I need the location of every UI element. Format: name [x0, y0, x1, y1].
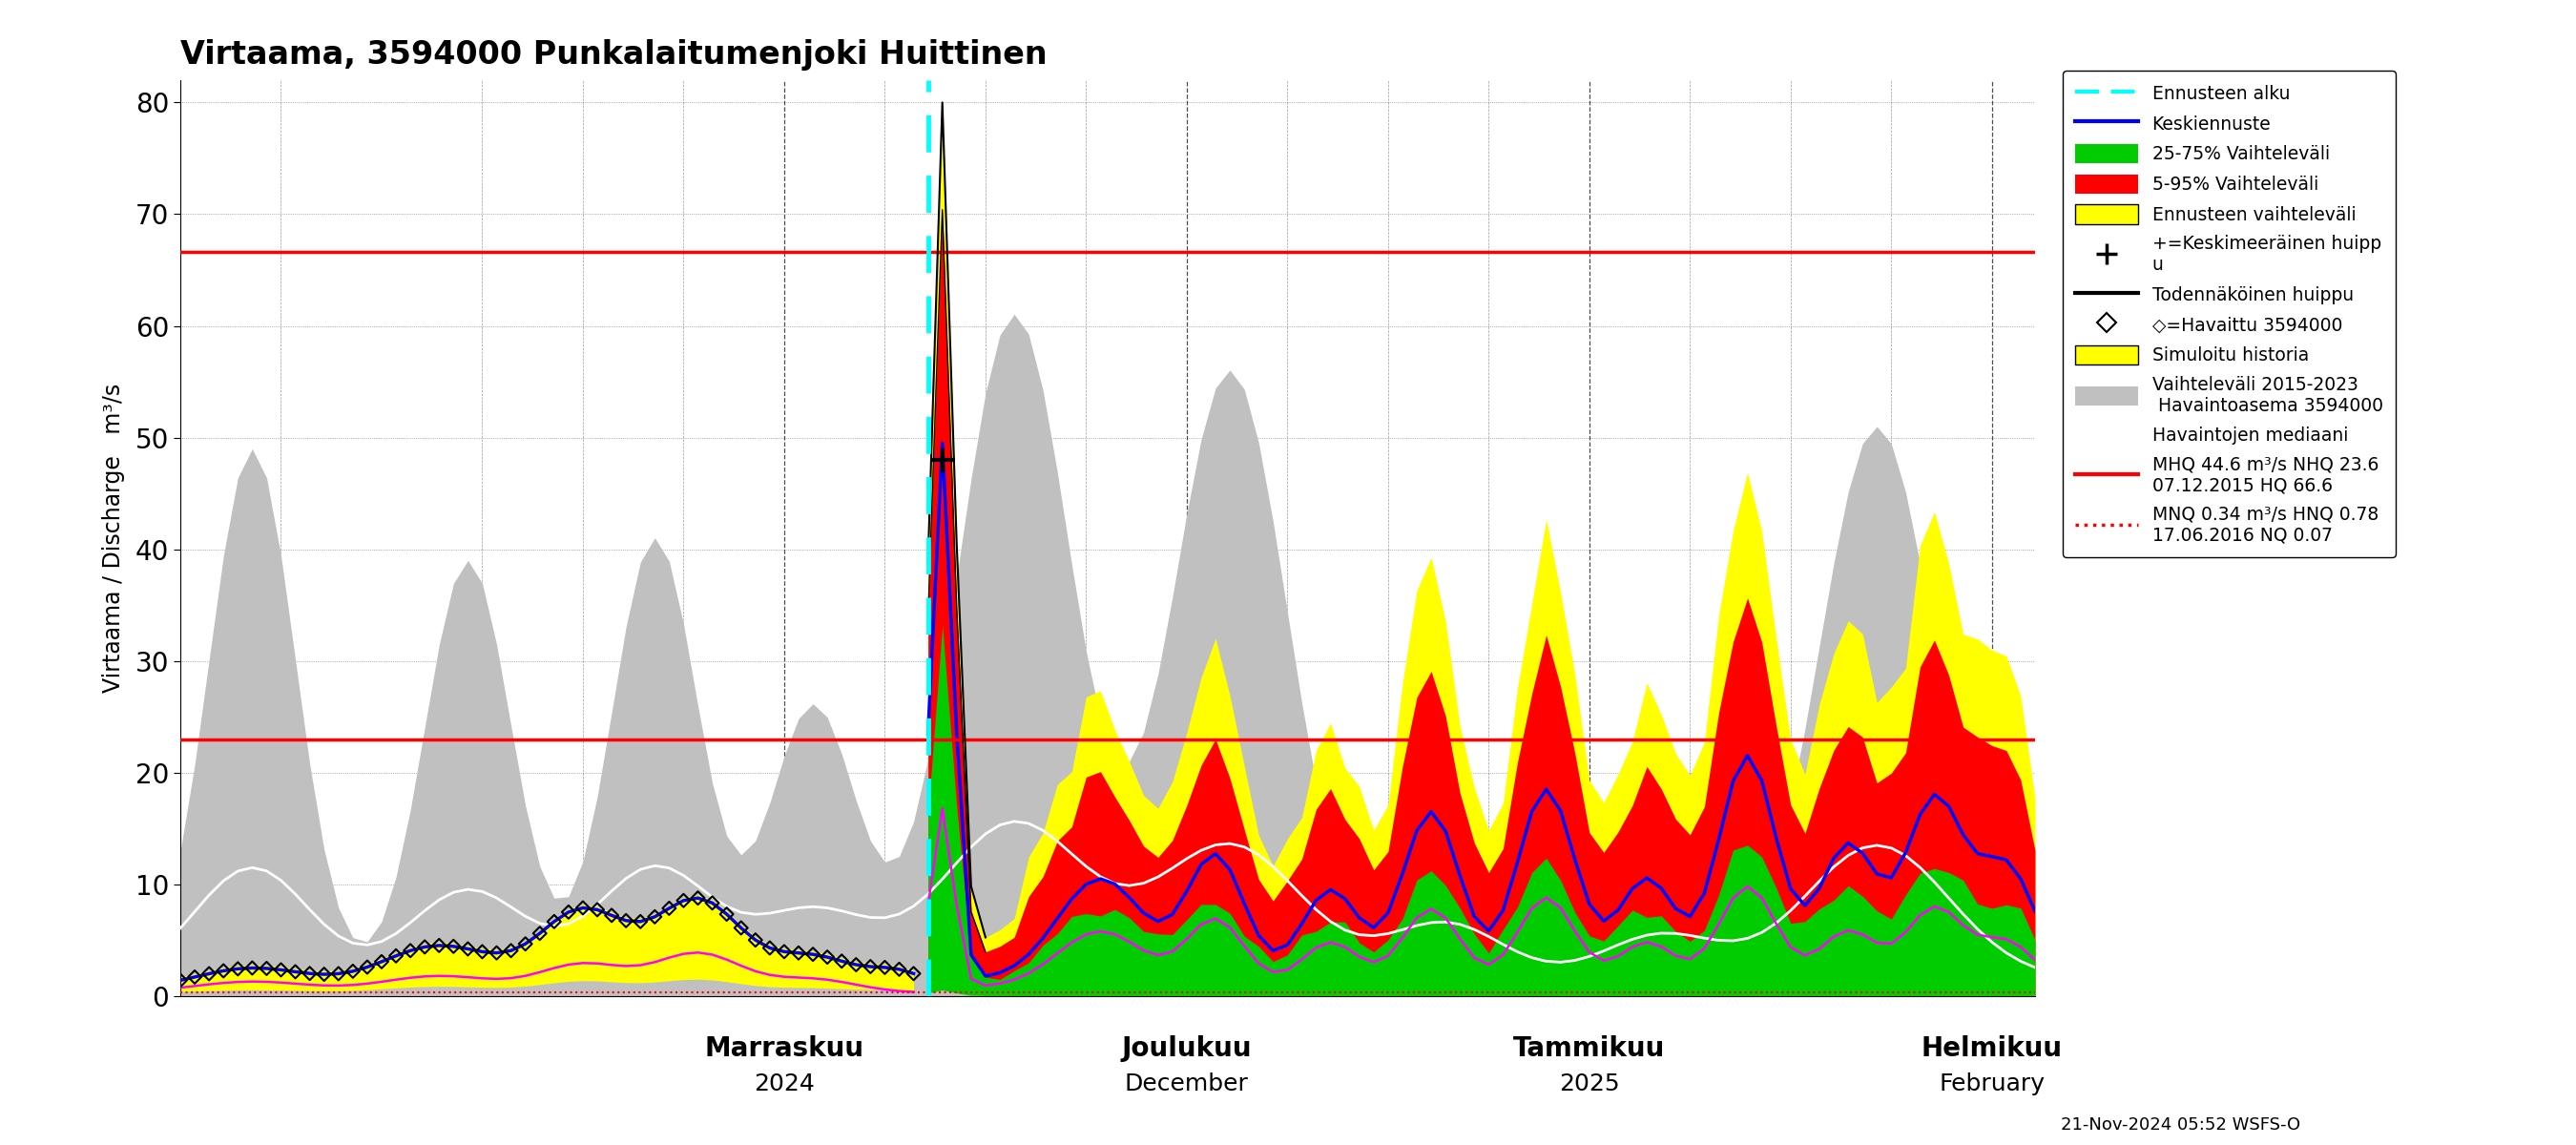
Point	[590, 906, 631, 924]
Point	[562, 899, 603, 917]
Point	[505, 934, 546, 953]
Point	[520, 924, 562, 942]
Point	[605, 911, 647, 930]
Point	[693, 894, 734, 913]
Text: 2024: 2024	[755, 1072, 814, 1095]
Point	[448, 940, 489, 958]
Point	[762, 942, 804, 961]
Point	[216, 960, 258, 978]
Point	[649, 899, 690, 917]
Point	[822, 951, 863, 970]
Point	[461, 942, 502, 961]
Text: Helmikuu: Helmikuu	[1922, 1035, 2063, 1061]
Point	[734, 931, 775, 949]
Point	[260, 961, 301, 979]
Text: February: February	[1940, 1072, 2045, 1095]
Point	[677, 889, 719, 907]
Point	[793, 945, 835, 963]
Point	[778, 943, 819, 962]
Point	[348, 958, 389, 977]
Point	[317, 964, 358, 982]
Point	[332, 962, 374, 980]
Point	[750, 939, 791, 957]
Point	[188, 964, 229, 982]
Point	[232, 958, 273, 977]
Point	[634, 908, 675, 926]
Point	[621, 913, 662, 931]
Text: Virtaama, 3594000 Punkalaitumenjoki Huittinen: Virtaama, 3594000 Punkalaitumenjoki Huit…	[180, 39, 1048, 71]
Point	[806, 948, 848, 966]
Point	[417, 937, 459, 955]
Point	[389, 941, 430, 960]
Text: 21-Nov-2024 05:52 WSFS-O: 21-Nov-2024 05:52 WSFS-O	[2061, 1116, 2300, 1134]
Point	[204, 962, 245, 980]
Point	[433, 937, 474, 955]
Point	[245, 960, 286, 978]
Y-axis label: Virtaama / Discharge   m³/s: Virtaama / Discharge m³/s	[100, 384, 124, 693]
Point	[577, 901, 618, 919]
Point	[276, 963, 317, 981]
Text: December: December	[1126, 1072, 1249, 1095]
Point	[721, 918, 762, 937]
Point	[361, 953, 402, 971]
Point	[376, 947, 417, 965]
Point	[175, 968, 216, 986]
Point	[878, 961, 920, 979]
Text: Tammikuu: Tammikuu	[1512, 1035, 1664, 1061]
Point	[404, 938, 446, 956]
Point	[289, 964, 330, 982]
Point	[706, 905, 747, 923]
Point	[662, 891, 703, 909]
Point	[863, 958, 904, 977]
Point	[304, 965, 345, 984]
Point	[894, 964, 935, 982]
Point	[549, 903, 590, 922]
Point	[160, 971, 201, 989]
Text: 2025: 2025	[1558, 1072, 1620, 1095]
Text: Joulukuu: Joulukuu	[1121, 1035, 1252, 1061]
Point	[533, 913, 574, 931]
Point	[835, 956, 876, 974]
Point	[489, 941, 531, 960]
Point	[850, 957, 891, 976]
Legend: Ennusteen alku, Keskiennuste, 25-75% Vaihteleväli, 5-95% Vaihteleväli, Ennusteen: Ennusteen alku, Keskiennuste, 25-75% Vai…	[2063, 71, 2396, 558]
Text: Marraskuu: Marraskuu	[703, 1035, 863, 1061]
Point	[477, 943, 518, 962]
